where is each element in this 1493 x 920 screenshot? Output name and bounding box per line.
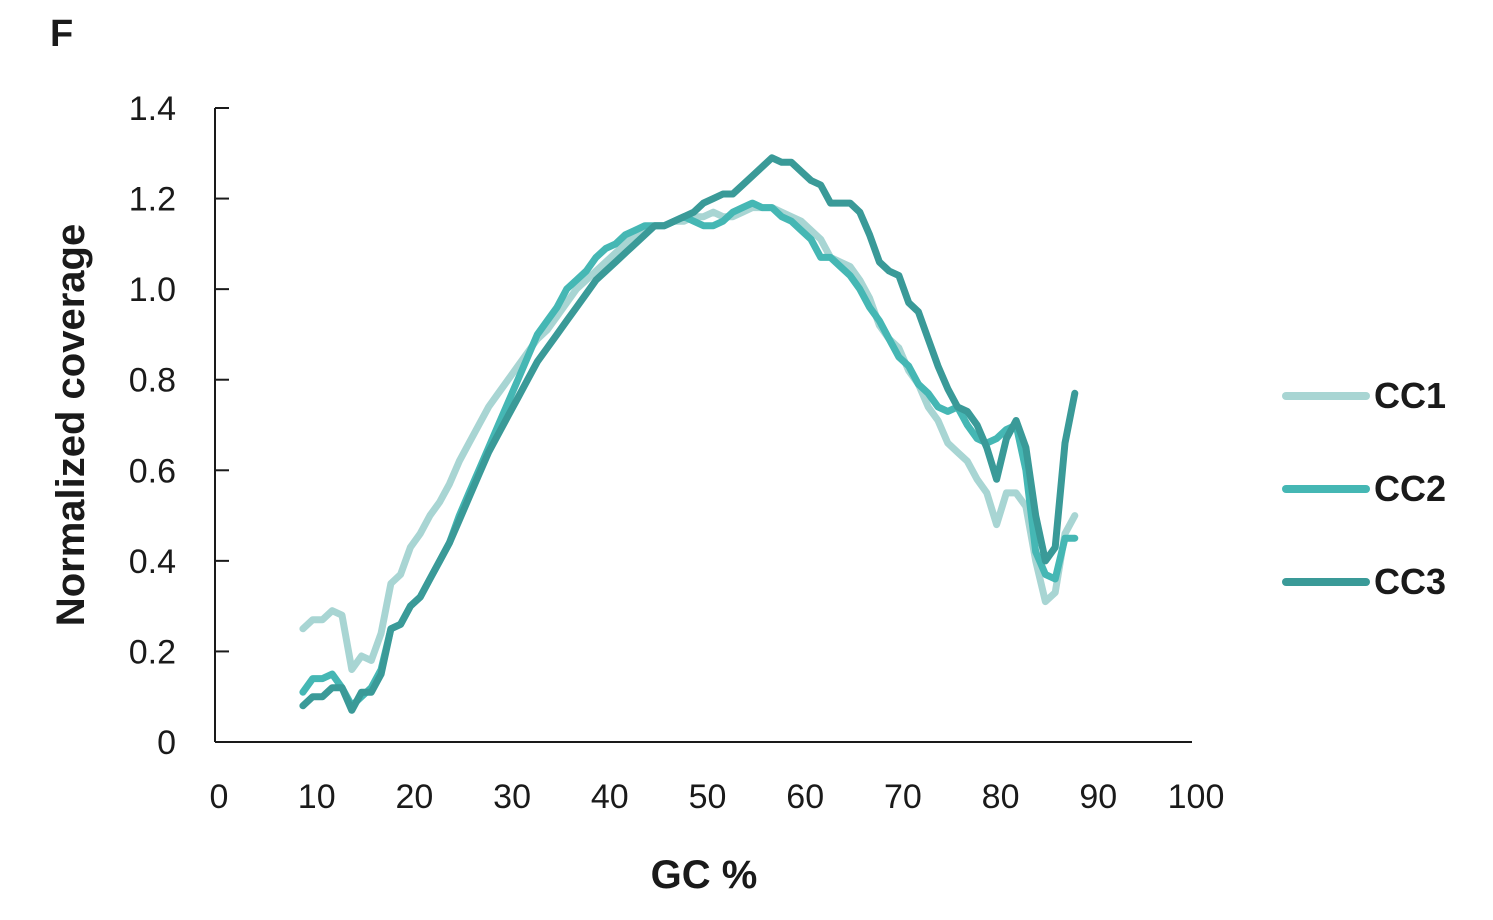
y-tick-label: 0 [157, 724, 176, 762]
x-tick-label: 90 [1079, 778, 1117, 816]
y-tick-label: 1.4 [129, 90, 176, 128]
x-tick-label: 10 [298, 778, 336, 816]
y-tick-label: 1.0 [129, 271, 176, 309]
x-tick-label: 30 [493, 778, 531, 816]
x-tick-label: 100 [1168, 778, 1225, 816]
y-tick-label: 0.4 [129, 543, 176, 581]
x-axis-title: GC % [651, 853, 758, 897]
series-line-cc3 [299, 154, 1079, 714]
x-tick-label: 40 [591, 778, 629, 816]
y-tick-label: 0.2 [129, 633, 176, 671]
x-tick-label: 70 [884, 778, 922, 816]
legend-label-cc2: CC2 [1374, 468, 1446, 509]
axes [214, 108, 1192, 743]
y-tick-label: 0.6 [129, 452, 176, 490]
x-tick-label: 50 [689, 778, 727, 816]
y-axis-title: Normalized coverage [49, 224, 93, 626]
y-tick-label: 1.2 [129, 181, 176, 219]
x-axis-ticks: 0 10 20 30 40 50 60 70 80 90 100 [210, 778, 1225, 816]
x-tick-label: 20 [395, 778, 433, 816]
y-axis-ticks: 0 0.2 0.4 0.6 0.8 1.0 1.2 1.4 [129, 90, 229, 762]
series-lines [299, 154, 1079, 714]
y-tick-label: 0.8 [129, 362, 176, 400]
x-tick-label: 0 [210, 778, 229, 816]
legend-label-cc1: CC1 [1374, 375, 1446, 416]
legend-label-cc3: CC3 [1374, 561, 1446, 602]
legend: CC1 CC2 CC3 [1282, 375, 1446, 602]
x-tick-label: 60 [786, 778, 824, 816]
x-tick-label: 80 [982, 778, 1020, 816]
panel-label: F [50, 13, 73, 55]
